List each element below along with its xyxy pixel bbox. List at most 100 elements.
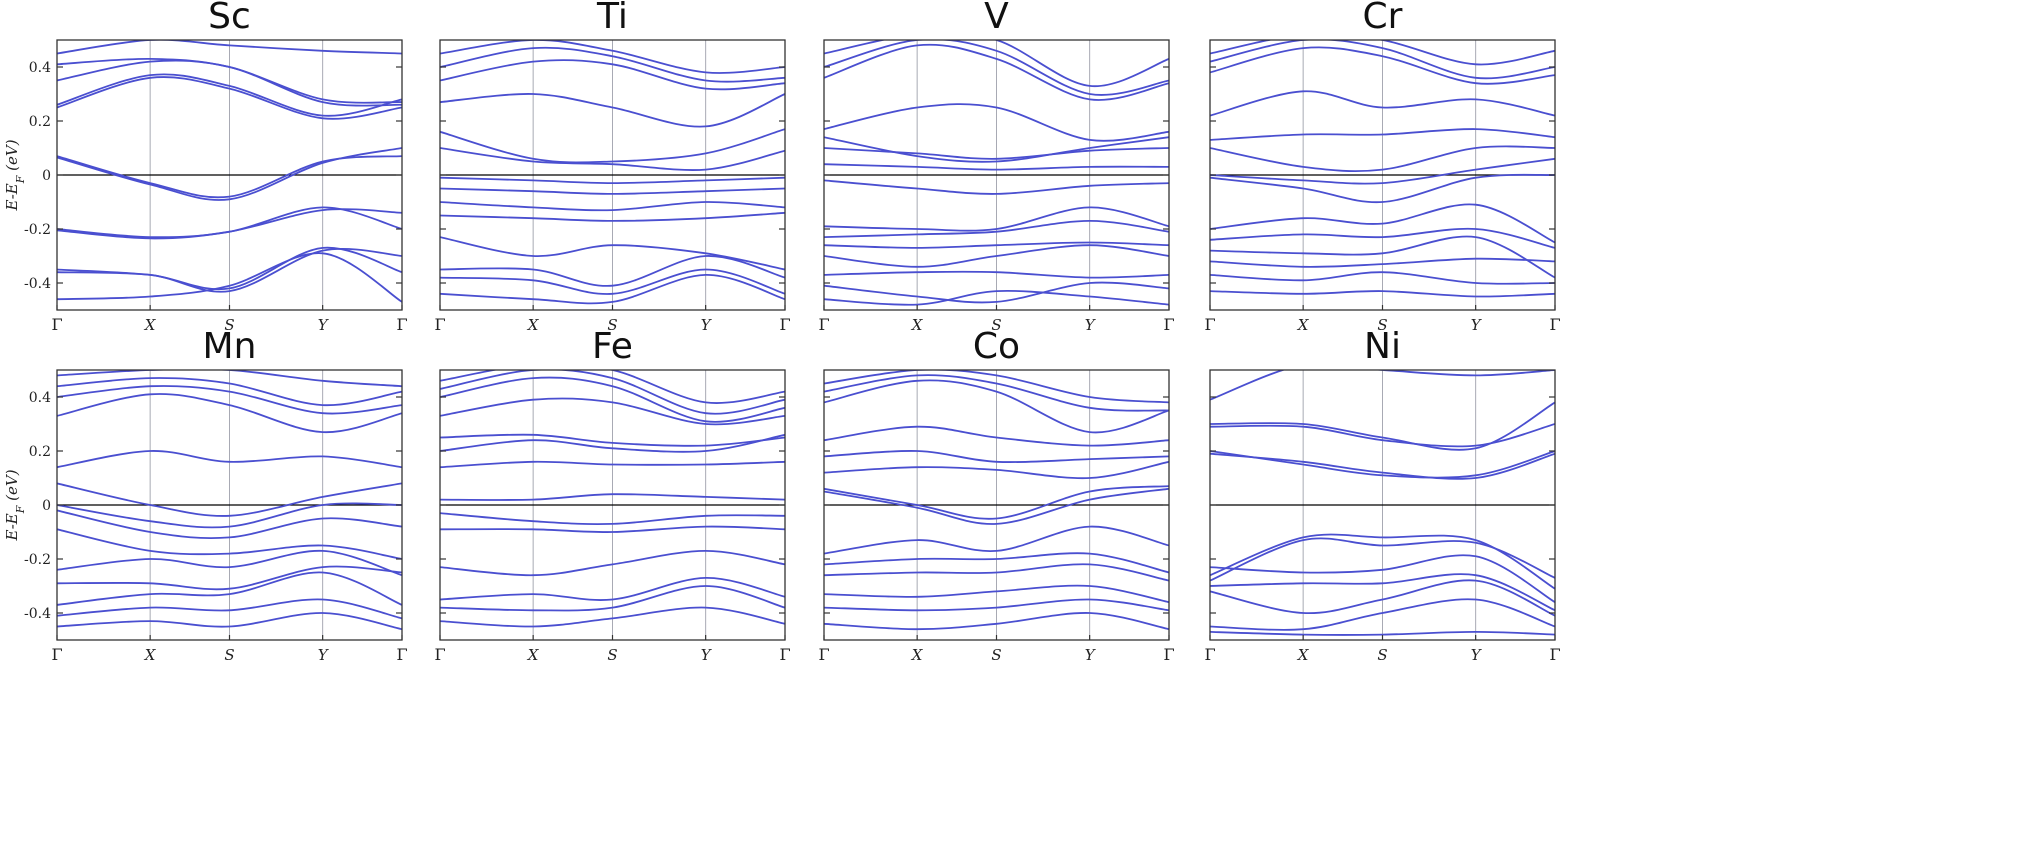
kpoint-label: S xyxy=(607,316,617,334)
band-line-9 xyxy=(824,525,1169,555)
kpoint-label: Γ xyxy=(396,315,407,334)
band-line-4 xyxy=(440,397,785,426)
kpoint-label: X xyxy=(527,316,540,334)
kpoint-label: Γ xyxy=(1549,315,1560,334)
kpoint-label: Γ xyxy=(51,315,62,334)
band-line-3 xyxy=(57,385,402,415)
band-line-7 xyxy=(824,163,1169,171)
band-line-4 xyxy=(824,103,1169,142)
band-line-7 xyxy=(1210,537,1555,582)
band-group xyxy=(1210,40,1555,298)
band-line-10 xyxy=(440,211,785,222)
kpoint-label: S xyxy=(1377,646,1387,664)
kpoint-label: Γ xyxy=(1549,645,1560,664)
band-group xyxy=(57,40,402,303)
kpoint-label: Γ xyxy=(818,645,829,664)
band-line-8 xyxy=(57,509,402,540)
panel-co: Co Γ X S Y Γ xyxy=(818,326,1174,664)
band-line-12 xyxy=(57,252,402,303)
panel-fe: Fe Γ X S Y Γ xyxy=(434,326,790,664)
band-line-8 xyxy=(440,187,785,195)
band-line-9 xyxy=(57,208,402,240)
kpoint-label: Γ xyxy=(818,315,829,334)
y-tick-label: 0 xyxy=(42,168,51,184)
band-line-14 xyxy=(57,612,402,631)
kpoint-label: X xyxy=(527,646,540,664)
band-group xyxy=(440,370,785,628)
band-group xyxy=(824,40,1169,306)
band-line-7 xyxy=(1210,157,1555,185)
band-line-11 xyxy=(1210,235,1555,279)
band-line-2 xyxy=(824,374,1169,412)
panel-title: Ni xyxy=(1364,326,1401,367)
y-tick-label: -0.4 xyxy=(24,606,51,622)
band-line-5 xyxy=(1210,128,1555,141)
kpoint-label: S xyxy=(607,646,617,664)
band-line-10 xyxy=(824,552,1169,574)
kpoint-label: Γ xyxy=(779,315,790,334)
band-line-5 xyxy=(1210,452,1555,480)
band-line-10 xyxy=(57,549,402,577)
band-line-12 xyxy=(824,244,1169,268)
band-line-5 xyxy=(57,76,402,120)
band-line-1 xyxy=(1210,370,1555,401)
band-line-11 xyxy=(824,241,1169,249)
kpoint-label: Γ xyxy=(1163,315,1174,334)
y-tick-label: 0.2 xyxy=(29,444,51,460)
kpoint-label: Y xyxy=(318,646,330,664)
panel-title: Sc xyxy=(208,0,251,37)
band-line-13 xyxy=(440,268,785,295)
band-line-12 xyxy=(57,571,402,606)
band-line-13 xyxy=(824,598,1169,612)
band-line-4 xyxy=(440,93,785,128)
band-line-8 xyxy=(440,493,785,501)
panel-title: Mn xyxy=(203,326,257,367)
band-line-8 xyxy=(1210,173,1555,204)
band-line-2 xyxy=(1210,40,1555,80)
y-tick-label: -0.2 xyxy=(24,222,51,238)
band-line-3 xyxy=(824,379,1169,434)
kpoint-label: Y xyxy=(1471,646,1483,664)
band-line-9 xyxy=(57,528,402,560)
band-group xyxy=(57,370,402,631)
y-tick-label: -0.4 xyxy=(24,276,51,292)
kpoint-label: Γ xyxy=(434,315,445,334)
band-line-12 xyxy=(824,584,1169,604)
band-line-4 xyxy=(1210,90,1555,117)
kpoint-label: S xyxy=(224,646,234,664)
kpoint-label: S xyxy=(1377,316,1387,334)
panel-ti: Ti Γ X S Y Γ xyxy=(434,0,790,334)
kpoint-label: Y xyxy=(701,646,713,664)
panel-title: Cr xyxy=(1363,0,1403,37)
band-line-3 xyxy=(1210,46,1555,85)
band-line-4 xyxy=(824,425,1169,447)
band-line-11 xyxy=(440,236,785,271)
panel-ni: Ni Γ X S Y Γ xyxy=(1204,326,1560,664)
band-line-11 xyxy=(57,247,402,293)
band-line-6 xyxy=(440,433,785,453)
band-line-10 xyxy=(1210,227,1555,249)
band-line-6 xyxy=(824,460,1169,480)
band-line-8 xyxy=(1210,554,1555,603)
band-line-9 xyxy=(440,512,785,526)
panel-title: Ti xyxy=(596,0,628,37)
panel-v: V Γ X S Y Γ xyxy=(818,0,1174,334)
band-line-5 xyxy=(57,450,402,469)
kpoint-label: S xyxy=(224,316,234,334)
kpoint-label: X xyxy=(1297,316,1310,334)
panel-mn: Mn 0.4 0.2 0 -0.2 -0.4 Γ X S Y Γ E-EF (eV) xyxy=(3,326,408,664)
kpoint-label: Γ xyxy=(396,645,407,664)
band-line-3 xyxy=(57,59,402,107)
kpoint-label: X xyxy=(144,646,157,664)
band-line-5 xyxy=(440,433,785,447)
band-line-2 xyxy=(440,370,785,415)
panel-title: V xyxy=(984,0,1009,37)
y-axis-label: E-EF (eV) xyxy=(3,139,27,211)
band-line-4 xyxy=(57,73,402,117)
band-line-7 xyxy=(57,147,402,201)
band-line-10 xyxy=(824,219,1169,238)
band-line-9 xyxy=(824,206,1169,232)
kpoint-label: Γ xyxy=(1163,645,1174,664)
y-tick-label: -0.2 xyxy=(24,552,51,568)
band-line-15 xyxy=(824,289,1169,306)
